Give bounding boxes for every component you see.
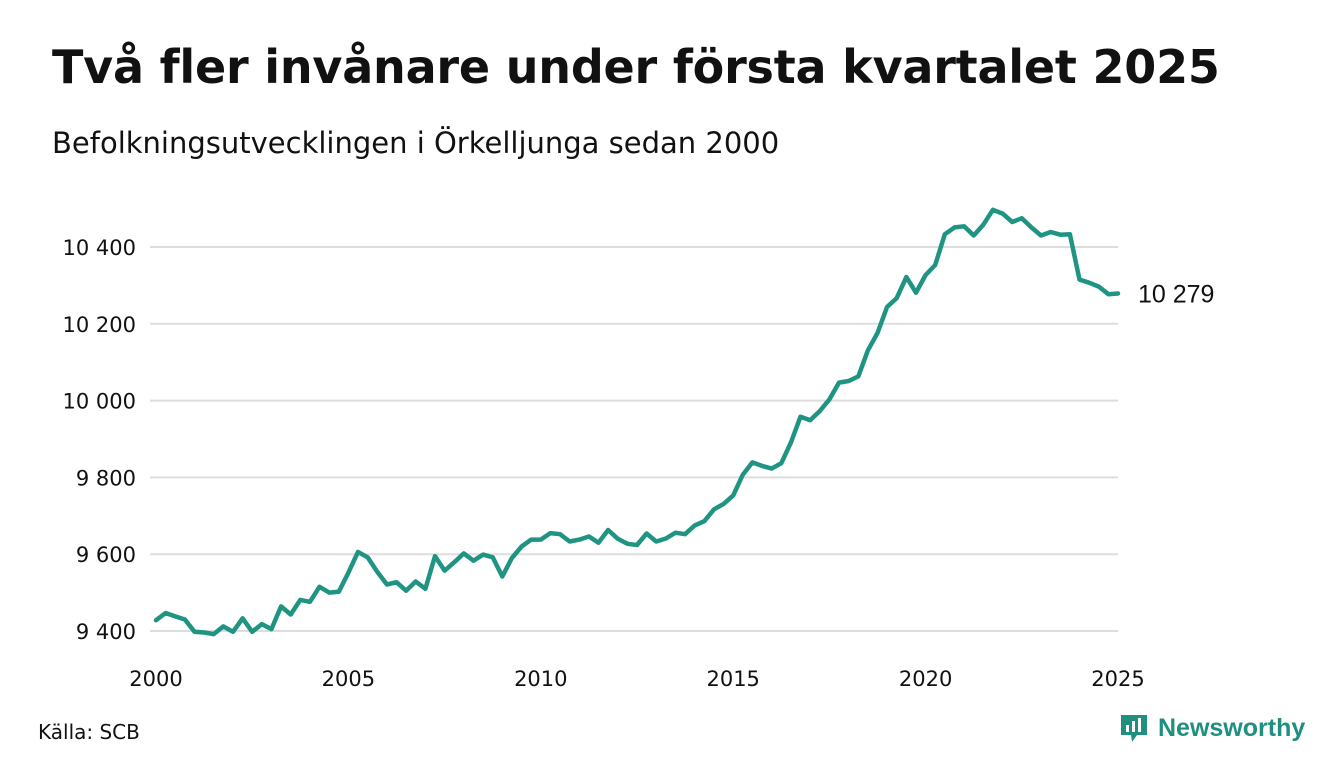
x-tick-label: 2025 (1091, 667, 1144, 691)
x-tick-label: 2020 (899, 667, 952, 691)
x-tick-label: 2015 (706, 667, 759, 691)
bar-chart-speech-bubble-icon (1121, 715, 1147, 742)
y-tick-label: 9 800 (76, 466, 136, 490)
source-note: Källa: SCB (38, 720, 140, 744)
brand-name: Newsworthy (1158, 713, 1306, 742)
line-chart: 9 400 9 600 9 800 10 000 10 200 10 400 2000 200… (63, 207, 1214, 691)
y-tick-label: 9 600 (76, 543, 136, 567)
series-line (153, 207, 1121, 637)
y-tick-label: 9 400 (76, 620, 136, 644)
brand-logo[interactable]: Newsworthy (1118, 712, 1305, 744)
y-tick-label: 10 400 (63, 236, 136, 260)
end-value-label: 10 279 (1138, 280, 1214, 308)
y-tick-label: 10 200 (63, 313, 136, 337)
chart-subtitle: Befolkningsutvecklingen i Örkelljunga se… (52, 126, 780, 160)
y-tick-label: 10 000 (63, 390, 136, 414)
x-tick-label: 2000 (129, 667, 182, 691)
x-tick-label: 2010 (514, 667, 567, 691)
x-tick-label: 2005 (322, 667, 375, 691)
chart-title: Två fler invånare under första kvartalet… (52, 40, 1220, 94)
